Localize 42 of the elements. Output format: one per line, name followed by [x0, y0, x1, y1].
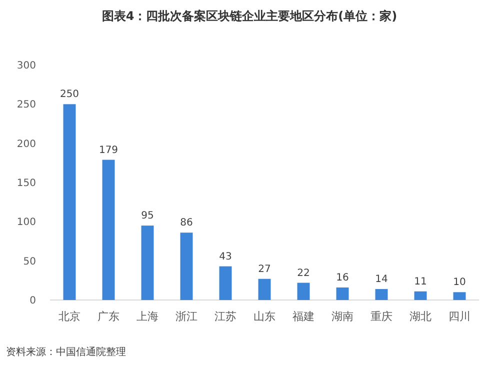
x-tick-label: 重庆	[370, 310, 392, 323]
y-tick-label: 0	[30, 296, 36, 306]
x-tick-label: 江苏	[214, 310, 236, 323]
bar	[258, 278, 271, 300]
data-label: 95	[141, 210, 154, 222]
x-tick-label: 北京	[58, 310, 80, 323]
x-tick-label: 山东	[254, 310, 276, 323]
data-label: 22	[297, 268, 310, 279]
x-tick-label: 湖南	[332, 310, 354, 323]
bar	[453, 292, 466, 300]
bar	[297, 282, 310, 300]
data-label: 11	[414, 276, 427, 288]
bar	[375, 289, 388, 300]
data-label: 43	[219, 251, 232, 262]
bar	[63, 104, 76, 300]
text: 资料来源：中国信通院整理	[6, 346, 126, 358]
data-label: 179	[98, 144, 118, 156]
data-label: 27	[258, 264, 271, 275]
chart-title: 图表4：四批次备案区块链企业主要地区分布(单位：家)	[102, 9, 398, 23]
x-tick-label: 福建	[292, 310, 314, 323]
y-tick-label: 250	[16, 100, 36, 111]
bar	[219, 266, 232, 300]
data-label: 86	[180, 218, 193, 229]
data-label: 16	[336, 272, 349, 284]
data-label: 14	[375, 274, 388, 286]
y-tick-label: 100	[16, 217, 36, 228]
x-tick-label: 湖北	[410, 310, 432, 323]
bar	[141, 226, 154, 300]
x-tick-label: 上海	[136, 310, 158, 323]
data-label: 250	[60, 89, 80, 100]
bar	[102, 160, 115, 300]
bar	[414, 291, 427, 300]
data-label: 10	[453, 277, 466, 288]
y-tick-label: 300	[16, 60, 36, 72]
bar	[336, 287, 349, 300]
x-tick-label: 浙江	[176, 310, 198, 323]
x-tick-label: 四川	[448, 310, 470, 323]
x-tick-label: 广东	[98, 310, 120, 323]
bar	[180, 232, 193, 300]
y-tick-label: 50	[23, 256, 36, 268]
y-tick-label: 200	[16, 138, 36, 150]
y-tick-label: 150	[16, 178, 36, 189]
